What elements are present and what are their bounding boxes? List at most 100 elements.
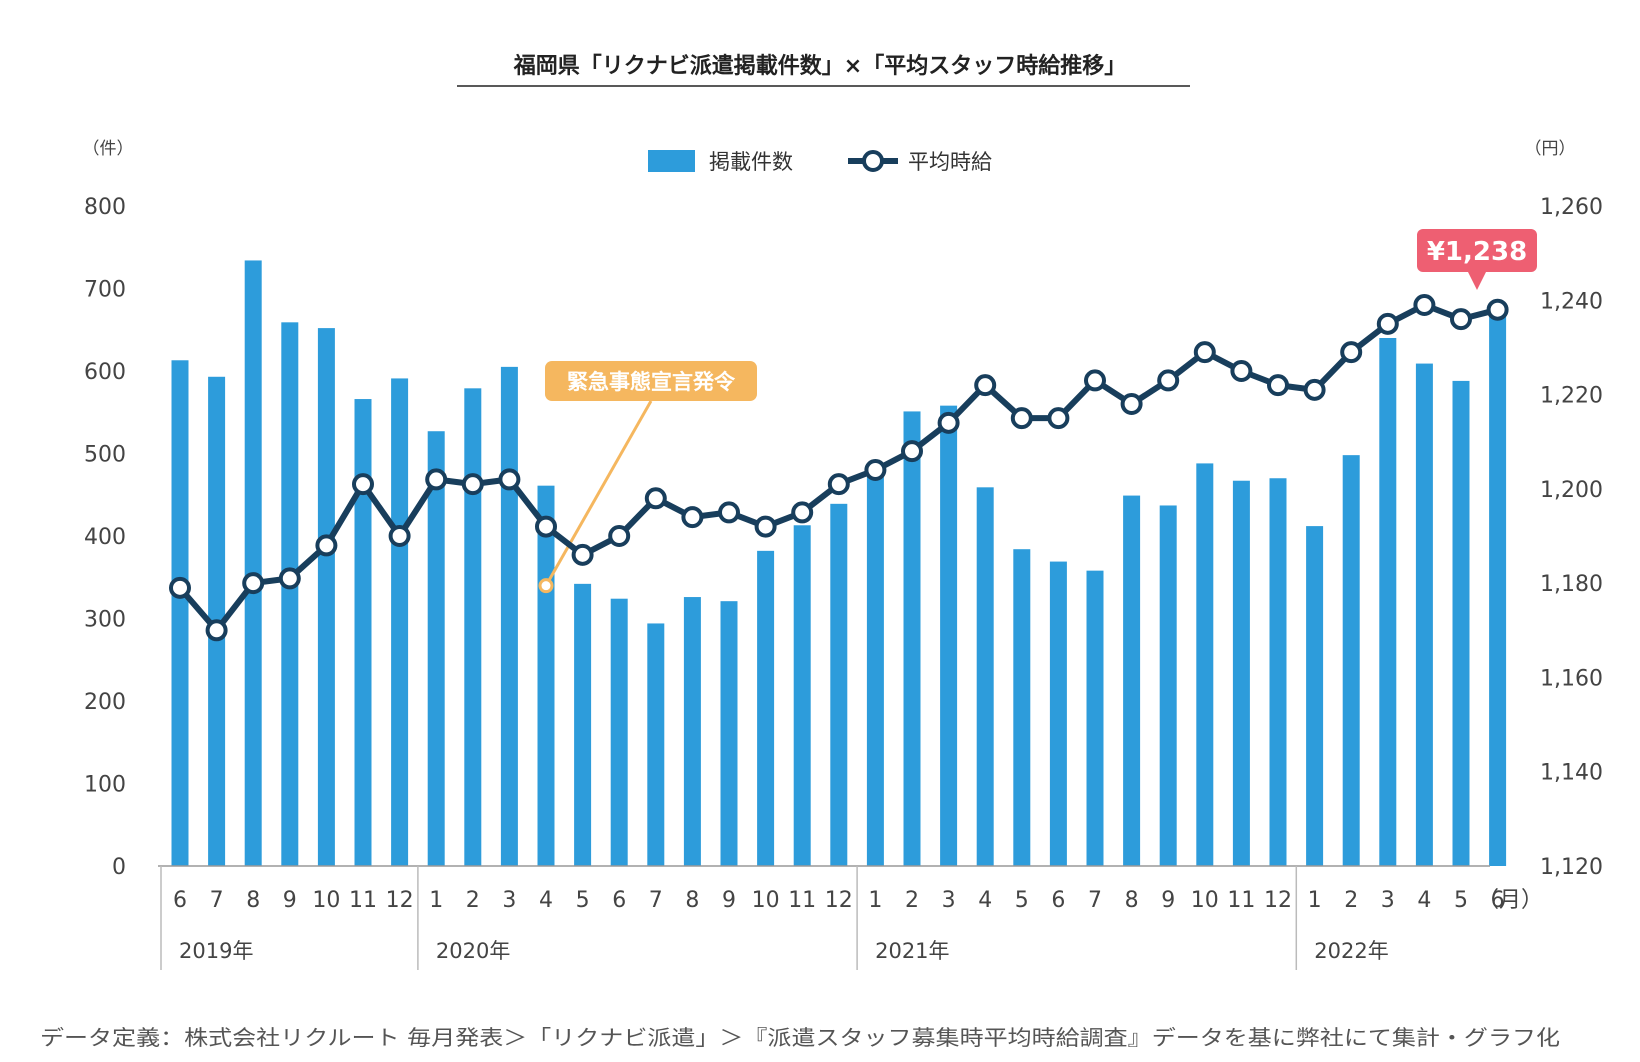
bar (940, 405, 958, 866)
wage-point (1084, 369, 1106, 392)
left-axis: 0 100 200 300 400 500 600 700 800 (84, 195, 126, 880)
bar (1123, 495, 1141, 866)
wage-point (1303, 378, 1326, 401)
wage-point (1230, 360, 1253, 382)
left-tick-label: 600 (84, 360, 126, 385)
x-axis-unit: （月） (1477, 888, 1543, 913)
bar (976, 487, 994, 866)
bar (1415, 363, 1433, 866)
bar (1049, 561, 1067, 866)
wage-point (242, 572, 265, 595)
x-tick-label: 10 (1191, 888, 1219, 913)
left-tick-label: 700 (84, 278, 126, 303)
bar (500, 366, 518, 866)
legend-label-bars: 掲載件数 (709, 150, 793, 174)
legend-bar-swatch (648, 150, 695, 172)
x-tick-label: 12 (825, 888, 853, 913)
bar (354, 399, 372, 866)
bar (391, 378, 409, 866)
year-dividers (160, 866, 1298, 970)
wage-point (352, 473, 374, 496)
wage-point (1193, 341, 1216, 364)
bar (1269, 478, 1287, 866)
x-tick-label: 6 (612, 888, 626, 913)
x-tick-label: 12 (1264, 888, 1292, 913)
bar (1013, 549, 1031, 866)
x-tick-label: 3 (1381, 888, 1395, 913)
bar (574, 583, 592, 866)
wage-point (315, 534, 338, 557)
callout-text: 緊急事態宣言発令 (567, 370, 736, 394)
left-tick-label: 400 (84, 525, 126, 550)
x-tick-label: 11 (788, 888, 816, 913)
x-tick-label: 10 (312, 888, 340, 913)
x-tick-label: 2 (1344, 888, 1358, 913)
wage-point (901, 440, 923, 463)
wage-point (278, 567, 301, 590)
bar (1086, 570, 1104, 866)
x-tick-label: 6 (173, 888, 187, 913)
wage-point (1340, 341, 1363, 364)
wage-point (1157, 369, 1180, 392)
wage-point (425, 468, 448, 491)
bar (830, 503, 848, 866)
x-tick-label: 2 (905, 888, 919, 913)
x-tick-label: 4 (978, 888, 992, 913)
bar (1232, 480, 1250, 866)
x-tick-label: 7 (210, 888, 224, 913)
wage-point (498, 468, 521, 491)
left-axis-unit: （件） (83, 139, 134, 159)
x-tick-label: 1 (868, 888, 882, 913)
bar (610, 598, 628, 866)
bar (647, 623, 665, 866)
latest-value-text: ¥1,238 (1427, 237, 1527, 267)
bar (1306, 526, 1324, 866)
x-tick-label: 8 (246, 888, 260, 913)
right-axis-unit: （円） (1525, 139, 1576, 159)
bar (720, 601, 738, 866)
bar (464, 388, 482, 866)
x-tick-label: 1 (429, 888, 443, 913)
right-tick-label: 1,240 (1540, 289, 1603, 314)
wage-point (535, 515, 557, 538)
x-tick-label: 9 (1161, 888, 1175, 913)
wage-point (388, 525, 411, 547)
legend-label-line: 平均時給 (908, 150, 992, 174)
wage-point (1376, 312, 1399, 335)
bar (317, 328, 335, 867)
bar (1196, 463, 1214, 866)
right-tick-label: 1,180 (1540, 572, 1603, 597)
bar (1489, 315, 1507, 867)
x-tick-label: 9 (722, 888, 736, 913)
right-tick-label: 1,260 (1540, 195, 1603, 220)
bar (1379, 338, 1397, 866)
left-tick-label: 0 (112, 855, 126, 880)
bar (171, 360, 189, 866)
year-label: 2019年 (179, 939, 253, 963)
bar-series (171, 260, 1507, 867)
bar (1342, 455, 1360, 866)
wage-point (1413, 294, 1436, 316)
left-tick-label: 100 (84, 773, 126, 798)
x-tick-label: 11 (349, 888, 377, 913)
right-tick-label: 1,140 (1540, 761, 1603, 786)
wage-series (169, 294, 1509, 642)
bar (683, 597, 701, 866)
wage-point (791, 501, 814, 524)
wage-point (1047, 407, 1070, 430)
wage-point (864, 459, 887, 481)
wage-point (718, 501, 740, 524)
right-axis: 1,120 1,140 1,160 1,180 1,200 1,220 1,240 1,260 (1540, 195, 1603, 880)
left-tick-label: 200 (84, 690, 126, 715)
x-tick-label: 5 (576, 888, 590, 913)
year-labels: 2019年 2020年 2021年 2022年 (179, 939, 1389, 963)
wage-point (608, 525, 631, 547)
callout-box (545, 361, 757, 401)
wage-point (754, 515, 777, 538)
legend-point-swatch (862, 150, 884, 172)
x-tick-label: 3 (942, 888, 956, 913)
year-label: 2021年 (875, 939, 949, 963)
x-tick-label: 6 (1491, 888, 1505, 913)
wage-point (974, 374, 997, 397)
wage-point (461, 473, 484, 496)
